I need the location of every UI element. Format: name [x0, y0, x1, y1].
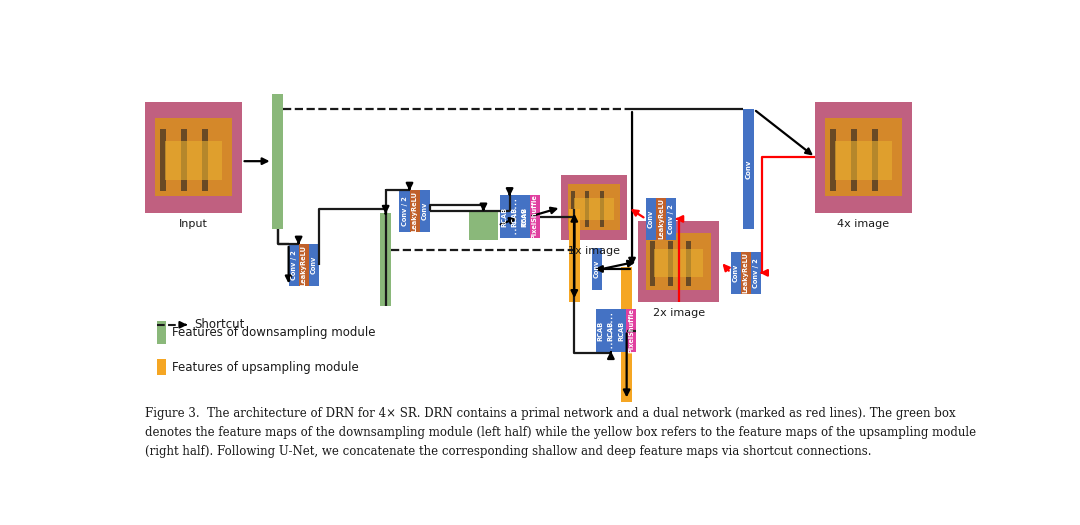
Bar [510, 195, 519, 238]
Text: RCAB: RCAB [618, 320, 624, 341]
Bar [202, 130, 208, 191]
Bar [156, 118, 232, 196]
Text: Conv: Conv [594, 260, 600, 278]
Bar [272, 94, 283, 228]
Bar [585, 191, 590, 227]
Text: Features of downsampling module: Features of downsampling module [173, 326, 376, 339]
Bar [409, 190, 419, 233]
Bar [616, 309, 626, 352]
Bar [562, 175, 626, 240]
Bar [730, 251, 741, 294]
Text: 1x image: 1x image [568, 246, 620, 256]
Bar [646, 233, 711, 290]
Text: PixelShuffle: PixelShuffle [531, 194, 538, 239]
Text: Conv: Conv [732, 264, 739, 282]
Bar [741, 251, 751, 294]
Bar [519, 195, 529, 238]
Bar [500, 195, 510, 238]
Bar [380, 213, 391, 306]
Bar [568, 184, 620, 230]
Bar [825, 118, 902, 196]
Bar [646, 198, 656, 240]
Text: LeakyReLU: LeakyReLU [743, 253, 748, 293]
Bar [815, 101, 912, 213]
Text: Conv / 2: Conv / 2 [667, 204, 674, 234]
Text: RCAB: RCAB [501, 206, 508, 227]
Bar [571, 191, 575, 227]
Bar [157, 360, 166, 375]
Text: 4x image: 4x image [837, 219, 890, 229]
Text: LeakyReLU: LeakyReLU [300, 245, 307, 286]
Bar [751, 251, 760, 294]
Text: 2x image: 2x image [652, 308, 704, 318]
Text: LeakyReLU: LeakyReLU [411, 191, 418, 232]
Bar [872, 130, 878, 191]
Bar [656, 198, 666, 240]
Bar [592, 248, 602, 290]
Bar [519, 195, 529, 238]
Text: Features of upsampling module: Features of upsampling module [173, 361, 359, 374]
Bar [288, 244, 299, 286]
Bar [606, 309, 616, 352]
Bar [575, 197, 613, 220]
Text: Conv: Conv [745, 159, 752, 178]
Text: RCAB: RCAB [598, 320, 604, 341]
Bar [146, 101, 242, 213]
Bar [669, 241, 673, 286]
Bar [638, 221, 719, 302]
Text: Conv: Conv [522, 207, 528, 226]
Bar [626, 309, 636, 352]
Bar [469, 211, 498, 240]
Text: PixelShuffle: PixelShuffle [627, 308, 634, 353]
Bar [654, 249, 703, 277]
Bar [835, 141, 892, 180]
Bar [309, 244, 319, 286]
Bar [599, 191, 604, 227]
Bar [851, 130, 856, 191]
Bar [621, 267, 632, 402]
Bar [164, 141, 222, 180]
Text: Conv / 2: Conv / 2 [291, 250, 297, 280]
Bar [829, 130, 836, 191]
Bar [743, 109, 754, 228]
Bar [666, 198, 676, 240]
Text: LeakyReLU: LeakyReLU [658, 198, 664, 239]
Bar [529, 195, 540, 238]
Bar [650, 241, 656, 286]
Bar [160, 130, 165, 191]
Text: RCAB: RCAB [512, 206, 517, 227]
Text: RCAB: RCAB [608, 320, 613, 341]
Text: Figure 3.  The architecture of DRN for 4× SR. DRN contains a primal network and : Figure 3. The architecture of DRN for 4×… [146, 407, 976, 458]
Bar [419, 190, 430, 233]
Text: RCAB: RCAB [522, 206, 528, 227]
Bar [181, 130, 187, 191]
Bar [596, 309, 606, 352]
Text: Conv: Conv [648, 210, 653, 228]
Text: Input: Input [179, 219, 208, 229]
Bar [686, 241, 691, 286]
Text: Conv: Conv [311, 256, 316, 274]
Text: Shortcut: Shortcut [194, 318, 244, 331]
Bar [157, 321, 166, 344]
Bar [569, 209, 580, 302]
Bar [299, 244, 309, 286]
Text: Conv: Conv [421, 202, 428, 220]
Bar [400, 190, 409, 233]
Text: Conv / 2: Conv / 2 [753, 258, 758, 288]
Text: Conv / 2: Conv / 2 [402, 196, 407, 226]
